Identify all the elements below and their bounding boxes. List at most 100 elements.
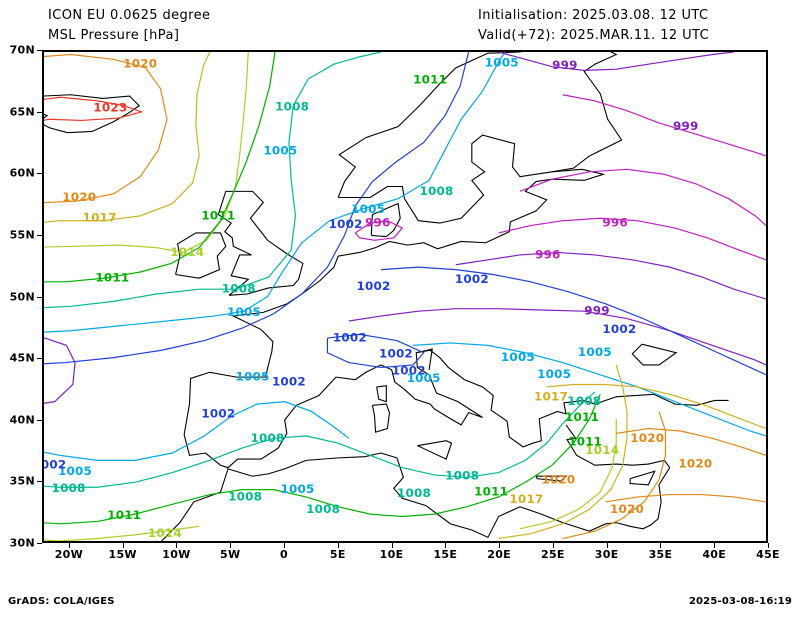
title-field: MSL Pressure [hPa]	[48, 28, 180, 43]
y-tick-mark	[37, 543, 42, 544]
contour-line-1014	[44, 525, 200, 541]
contour-label: 1005	[407, 371, 441, 385]
coastline	[370, 202, 401, 238]
contour-label: 1002	[329, 217, 363, 231]
map-plot-frame[interactable]: 1020 1023 1020 1017 1014 1011 1011 1008 1005 1005…	[42, 50, 768, 543]
contour-label: 1005	[236, 370, 270, 384]
contour-label: 1005	[537, 367, 571, 381]
coastline	[631, 343, 678, 366]
contour-line-1008	[44, 391, 596, 488]
contour-line-999	[498, 52, 734, 71]
contour-label: 1014	[170, 245, 204, 259]
x-tick-label-40E: 40E	[702, 548, 727, 561]
y-tick-mark	[37, 111, 42, 113]
contour-line-999	[44, 337, 76, 404]
contour-label: 1020	[610, 502, 644, 516]
contour-line-1020	[605, 493, 766, 503]
title-model: ICON EU 0.0625 degree	[48, 8, 211, 23]
y-tick-mark	[37, 296, 42, 298]
x-tick-label-5W: 5W	[220, 548, 241, 561]
y-tick-mark	[37, 234, 42, 236]
x-tick-label-15E: 15E	[433, 548, 458, 561]
contour-label: 1008	[397, 486, 431, 500]
contour-label: 1005	[227, 305, 261, 319]
contour-label: 996	[602, 216, 627, 230]
x-tick-label-30E: 30E	[594, 548, 619, 561]
contour-label: 1008	[228, 489, 262, 503]
contour-line-996	[498, 217, 766, 261]
contour-label: 1020	[678, 457, 712, 471]
y-tick-label-60N: 60N	[9, 166, 35, 180]
contour-label: 1020	[541, 472, 575, 486]
contour-label: 1017	[509, 492, 543, 506]
contour-label: 1002	[455, 272, 489, 286]
x-tick-mark	[391, 543, 393, 548]
contour-line-1005	[44, 52, 506, 333]
coastline	[217, 190, 304, 296]
contour-line-1011	[44, 394, 601, 525]
contour-label: 999	[673, 119, 698, 133]
x-tick-mark	[230, 543, 232, 548]
contour-label: 1011	[107, 508, 141, 522]
y-tick-mark	[37, 481, 42, 483]
y-tick-label-55N: 55N	[9, 228, 35, 242]
contour-label: 1002	[356, 279, 390, 293]
contour-label: 1017	[83, 211, 117, 225]
contour-line-996	[562, 94, 766, 157]
contour-label: 1020	[62, 190, 96, 204]
contour-line-1011	[44, 52, 276, 283]
contour-line-1017	[546, 383, 766, 430]
contour-label: 1008	[306, 502, 340, 516]
x-tick-mark	[552, 543, 554, 548]
x-tick-label-25E: 25E	[541, 548, 565, 561]
pressure-contour-map: 1020102310201017101410111011100810051005…	[44, 52, 766, 541]
contour-label: 1011	[95, 271, 129, 285]
contour-label: 1008	[567, 394, 601, 408]
contour-label: 996	[535, 247, 560, 261]
contour-label: 1002	[392, 364, 426, 378]
contour-line-1014	[519, 418, 617, 530]
footer-credit: GrADS: COLA/IGES	[8, 596, 115, 607]
initialisation-line: Initialisation: 2025.03.08. 12 UTC	[478, 8, 709, 23]
contour-label: 1005	[578, 345, 612, 359]
x-tick-label-5E: 5E	[329, 548, 346, 561]
contour-line-1014	[44, 52, 249, 254]
coastline	[161, 452, 563, 541]
contour-line-1002	[44, 52, 470, 365]
coastline	[417, 440, 453, 460]
contour-line-1002	[380, 266, 766, 376]
x-tick-mark	[337, 543, 339, 548]
footer-stamp: 2025-03-08-16:19	[688, 596, 792, 607]
contour-label: 1005	[501, 350, 535, 364]
contour-label: 1002	[379, 346, 413, 360]
x-tick-mark	[606, 543, 608, 548]
contour-label: 1011	[568, 435, 602, 449]
contour-line-996	[354, 220, 404, 241]
contour-line-1023	[44, 96, 144, 122]
y-tick-mark	[37, 173, 42, 175]
contour-label: 1002	[333, 331, 367, 345]
x-tick-label-20W: 20W	[54, 548, 84, 561]
coastline	[376, 385, 387, 403]
x-tick-label-45E: 45E	[756, 548, 780, 561]
y-tick-label-30N: 30N	[9, 536, 35, 550]
contour-label: 1008	[222, 282, 256, 296]
coastline	[337, 52, 623, 224]
contour-label: 1005	[263, 144, 297, 158]
coastline	[629, 470, 656, 486]
contour-label: 1008	[52, 481, 86, 495]
x-tick-label-15W: 15W	[108, 548, 137, 561]
contour-line-999	[455, 251, 766, 300]
x-tick-label-10W: 10W	[162, 548, 191, 561]
contour-line-1017	[498, 364, 628, 540]
contour-label: 999	[552, 58, 577, 72]
contour-label: 1008	[445, 469, 479, 483]
x-tick-label-10E: 10E	[379, 548, 404, 561]
contour-label: 1002	[44, 458, 66, 472]
x-tick-mark	[660, 543, 662, 548]
y-tick-mark	[37, 419, 42, 421]
contour-label: 1005	[58, 464, 92, 478]
contour-label: 1002	[602, 322, 636, 336]
contour-label: 1011	[413, 73, 447, 87]
coastline	[183, 349, 729, 469]
